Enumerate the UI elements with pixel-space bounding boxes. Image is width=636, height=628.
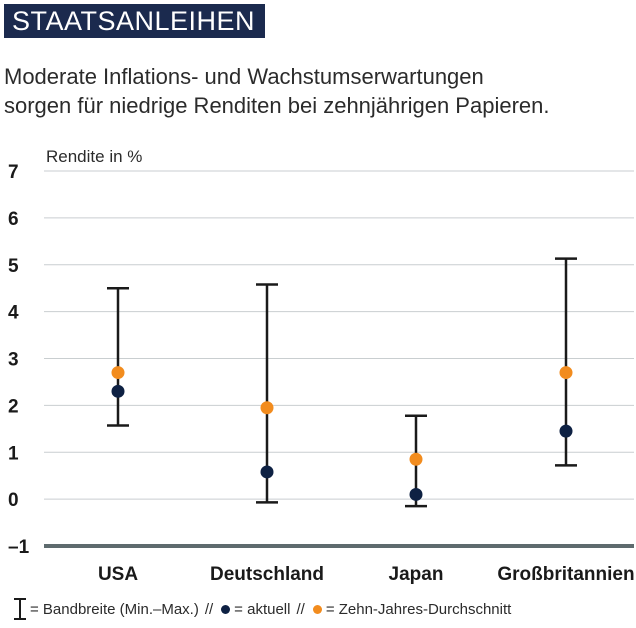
average-point-2 [409,452,423,466]
range-symbol-icon [14,597,26,621]
x-category-label-1: Deutschland [210,564,324,585]
legend-average-label: = Zehn-Jahres-Durchschnitt [325,600,512,618]
legend-range-label: = Bandbreite (Min.–Max.) [30,600,199,618]
y-tick-label-4: 3 [8,350,19,371]
chart-marks [107,257,577,508]
current-point-2 [409,487,423,501]
legend-separator-2: // [296,600,305,618]
y-tick-label-6: 1 [8,443,19,464]
average-point-0 [111,366,125,380]
current-point-3 [559,424,573,438]
section-badge: STAATSANLEIHEN [4,4,266,38]
y-tick-label-8: –1 [8,537,30,558]
y-tick-label-0: 7 [8,162,19,183]
y-tick-label-3: 4 [8,303,19,324]
y-axis-label: Rendite in % [46,147,142,166]
legend-separator: // [204,600,214,618]
y-tick-label-5: 2 [8,396,19,417]
average-dot-icon [312,604,322,614]
legend-current-label: = aktuell [234,600,291,618]
y-tick-label-7: 0 [8,490,19,511]
chart-subtitle: Moderate Inflations- und Wachstumserwart… [4,62,634,120]
current-point-0 [111,384,125,398]
x-category-label-2: Japan [389,564,444,585]
y-tick-labels: 7 6 5 4 3 2 1 0 –1 [8,162,30,558]
y-tick-label-1: 6 [8,209,19,230]
x-category-labels: USA Deutschland Japan Großbritannien [98,564,635,585]
x-category-label-0: USA [98,564,138,585]
grid [44,170,634,548]
y-tick-label-2: 5 [8,256,19,277]
legend: = Bandbreite (Min.–Max.) // = aktuell //… [14,596,511,622]
subtitle-line-2: sorgen für niedrige Renditen bei zehnjäh… [4,93,550,118]
x-category-label-3: Großbritannien [497,564,634,585]
current-point-1 [260,465,274,479]
subtitle-line-1: Moderate Inflations- und Wachstumserwart… [4,64,484,89]
current-dot-icon [221,604,231,614]
average-point-3 [559,366,573,380]
average-point-1 [260,401,274,415]
